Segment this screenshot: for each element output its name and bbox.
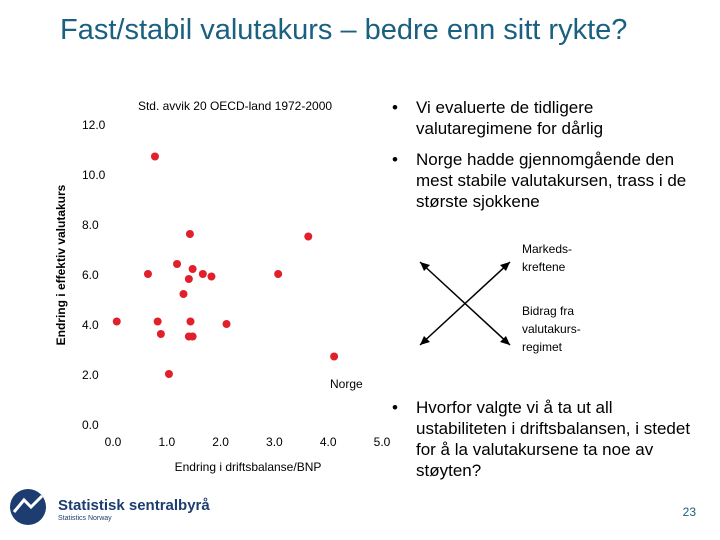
- bullets-top: Vi evaluerte de tidligere valutaregimene…: [392, 97, 692, 222]
- logo-icon: [10, 489, 46, 525]
- point: [153, 317, 162, 326]
- y-tick-label: 2.0: [82, 368, 99, 382]
- x-tick-label: 5.0: [374, 435, 391, 449]
- point: [330, 352, 339, 361]
- annotation: Norge: [330, 377, 363, 391]
- arrow-head: [500, 262, 510, 271]
- page-number: 23: [682, 505, 696, 519]
- y-tick-label: 12.0: [82, 118, 106, 132]
- logo-subtext: Statistics Norway: [58, 515, 112, 522]
- cross-arrow: [419, 261, 511, 346]
- point: [198, 270, 207, 278]
- chart-title: Std. avvik 20 OECD-land 1972-2000: [138, 99, 332, 113]
- point: [185, 230, 194, 238]
- point: [173, 260, 182, 268]
- y-tick-label: 10.0: [82, 168, 106, 182]
- bullet: Norge hadde gjennomgående den mest stabi…: [392, 149, 692, 212]
- bullet: Vi evaluerte de tidligere valutaregimene…: [392, 97, 692, 139]
- x-tick-label: 1.0: [158, 435, 175, 449]
- bullet: Hvorfor valgte vi å ta ut all ustabilite…: [392, 397, 692, 481]
- x-tick-label: 0.0: [105, 435, 122, 449]
- point: [186, 317, 195, 326]
- point: [164, 370, 173, 378]
- point: [274, 270, 283, 278]
- bullets-bottom: Hvorfor valgte vi å ta ut all ustabilite…: [392, 397, 692, 491]
- x-tick-label: 2.0: [212, 435, 229, 449]
- point: [304, 232, 313, 241]
- cross-label: regimet: [522, 340, 563, 354]
- cross-label: Bidrag fra: [522, 304, 574, 318]
- logo-text: Statistisk sentralbyrå: [58, 497, 210, 514]
- arrow-head: [420, 336, 430, 345]
- arrow-head: [500, 336, 510, 345]
- point: [184, 275, 193, 283]
- point: [156, 330, 165, 338]
- cross-label: Markeds-: [522, 242, 572, 256]
- cross-label: kreftene: [522, 260, 566, 274]
- point: [150, 152, 159, 161]
- y-tick-label: 4.0: [82, 318, 99, 332]
- y-tick-label: 0.0: [82, 418, 99, 432]
- point: [112, 317, 121, 326]
- y-axis-label: Endring i effektiv valutakurs: [54, 184, 68, 345]
- point: [179, 290, 188, 298]
- slide-title: Fast/stabil valutakurs – bedre enn sitt …: [60, 14, 628, 46]
- x-axis-label: Endring i driftsbalanse/BNP: [175, 460, 322, 474]
- point: [222, 320, 231, 328]
- point: [143, 270, 152, 278]
- y-tick-label: 8.0: [82, 218, 99, 232]
- arrow-head: [420, 262, 430, 271]
- y-tick-label: 6.0: [82, 268, 99, 282]
- cross-label: valutakurs-: [522, 322, 581, 336]
- x-tick-label: 3.0: [266, 435, 283, 449]
- point: [207, 272, 216, 281]
- point: [188, 265, 197, 273]
- x-tick-label: 4.0: [320, 435, 337, 449]
- point: [188, 332, 197, 341]
